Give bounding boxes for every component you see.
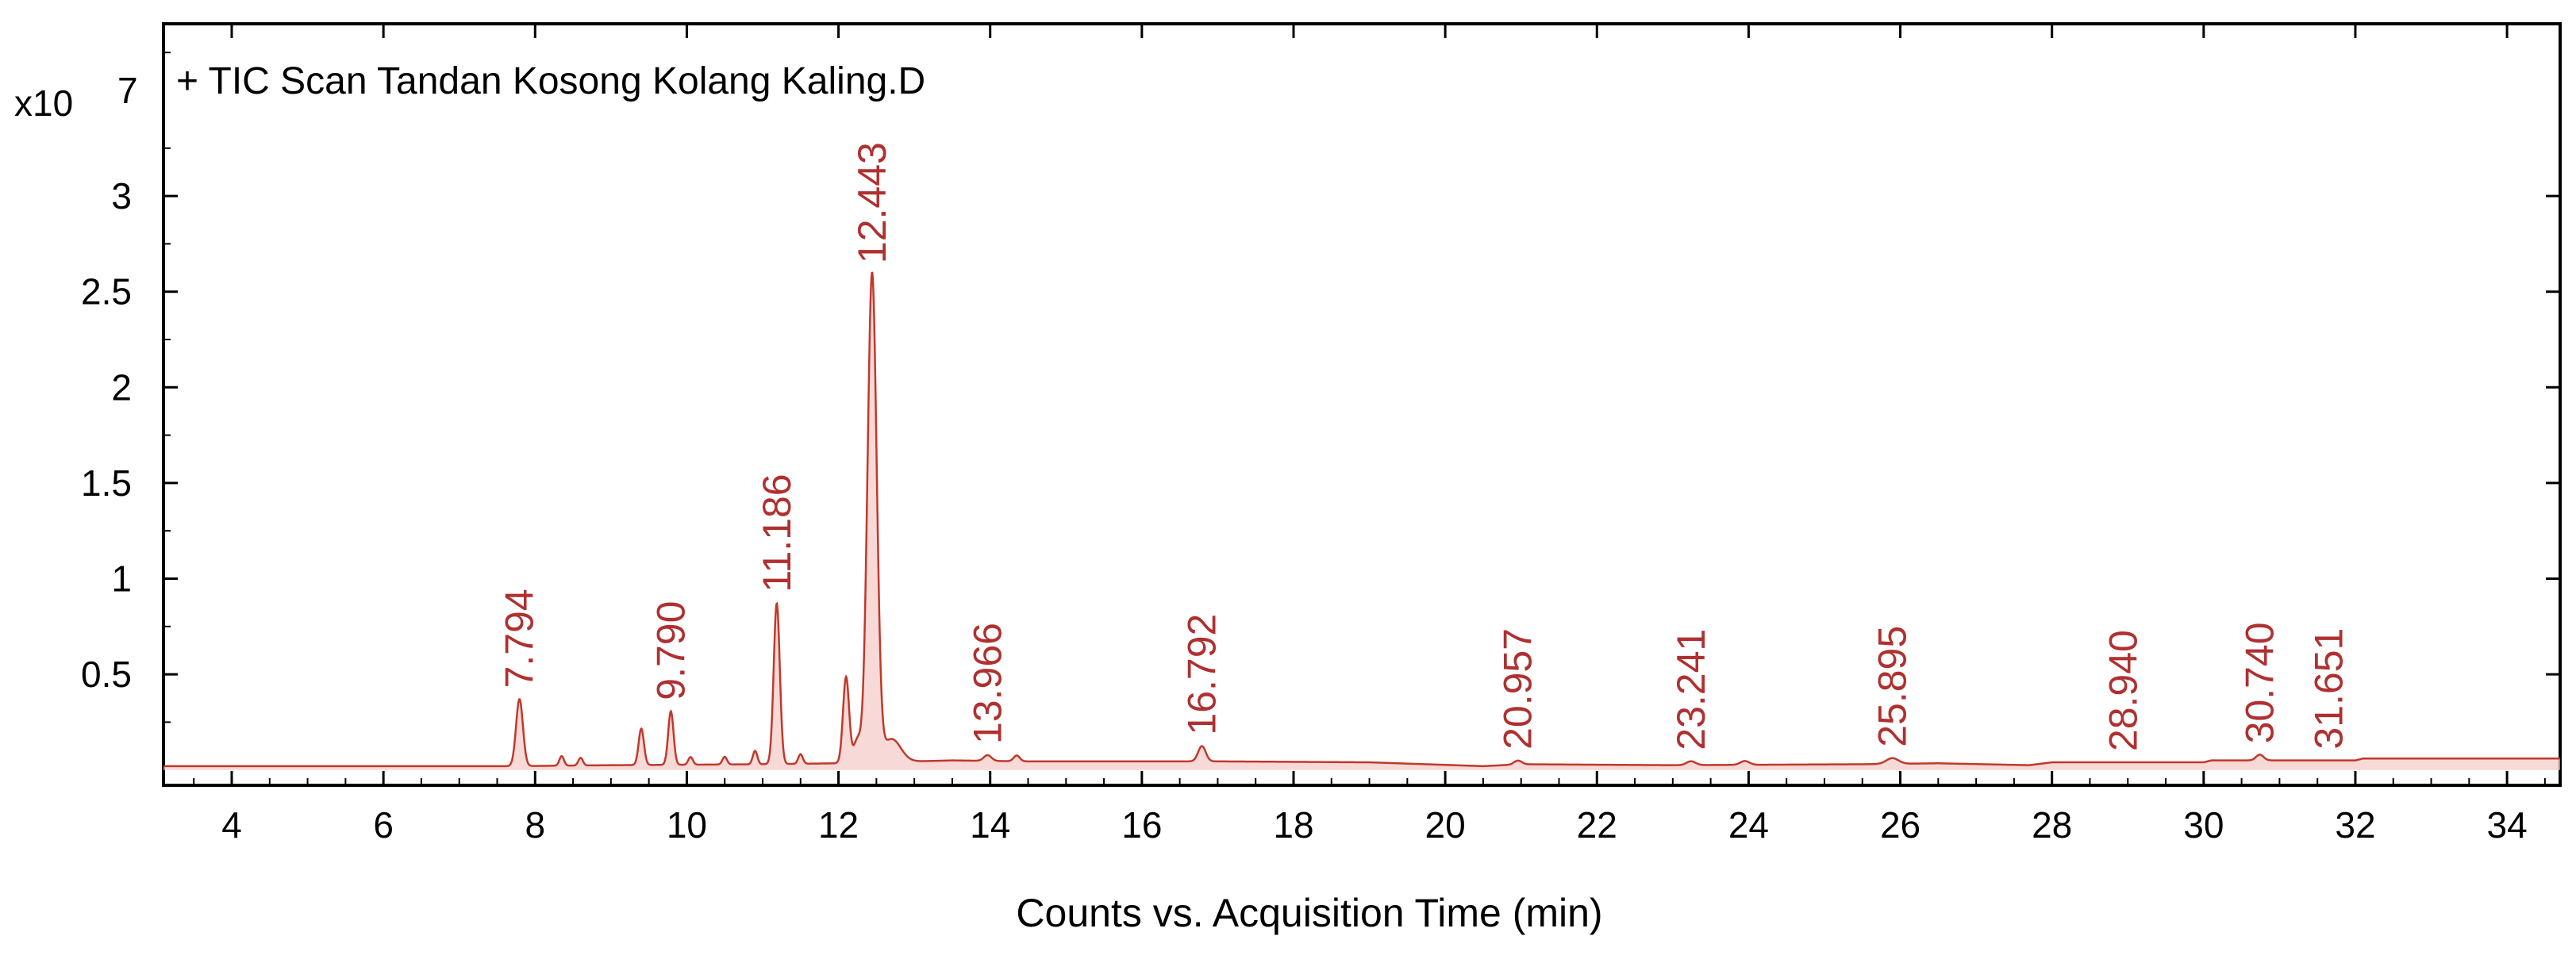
x-tick-label: 16 [1121,804,1162,846]
peak-label-7-794: 7.794 [498,589,542,688]
x-tick-label: 34 [2487,804,2528,846]
y-tick-label: 2 [111,366,132,408]
x-tick-label: 14 [970,804,1010,846]
x-tick-label: 12 [818,804,859,846]
peak-label-31-651: 31.651 [2307,628,2351,750]
x-tick-label: 8 [525,804,545,846]
x-tick-label: 10 [667,804,707,846]
x-tick-label: 4 [221,804,242,846]
y-scale-exponent: 7 [117,70,138,111]
peak-label-20-957: 20.957 [1496,628,1540,750]
y-tick-label: 1 [111,558,132,599]
x-tick-label: 24 [1728,804,1769,846]
peak-label-9-790: 9.790 [648,601,693,700]
x-tick-label: 18 [1273,804,1313,846]
peak-label-13-966: 13.966 [965,623,1009,744]
plot-title: + TIC Scan Tandan Kosong Kolang Kaling.D [176,60,925,102]
y-scale-prefix: x10 [14,82,73,124]
peak-labels: 7.794 9.790 11.186 12.443 13.966 16.792 20.957… [498,142,2351,751]
y-tick-label: 0.5 [81,654,132,695]
tic-trace-line [163,271,2560,768]
peak-label-30-740: 30.740 [2238,622,2282,743]
plot-frame [162,22,2562,787]
x-tick-label: 26 [1880,804,1920,846]
axes: 4 6 8 10 12 14 16 18 20 22 24 26 28 30 32 34 0.5 1 1.5 2 2.5… [81,24,2560,846]
peak-label-16-792: 16.792 [1179,614,1224,735]
peak-label-12-443: 12.443 [850,142,894,263]
x-tick-label: 20 [1425,804,1466,846]
x-tick-label: 6 [373,804,394,846]
peak-label-11-186: 11.186 [755,474,799,592]
x-tick-label: 32 [2335,804,2375,846]
peak-label-25-895: 25.895 [1870,626,1914,747]
peak-label-28-940: 28.940 [2101,630,2145,751]
x-tick-label: 22 [1577,804,1617,846]
peak-label-23-241: 23.241 [1669,629,1713,750]
y-tick-label: 3 [111,175,132,217]
x-tick-label: 30 [2183,804,2224,846]
x-tick-label: 28 [2032,804,2072,846]
y-tick-label: 2.5 [81,271,132,313]
x-axis-title: Counts vs. Acquisition Time (min) [1016,891,1602,935]
y-tick-label: 1.5 [81,462,132,504]
series [163,271,2560,770]
